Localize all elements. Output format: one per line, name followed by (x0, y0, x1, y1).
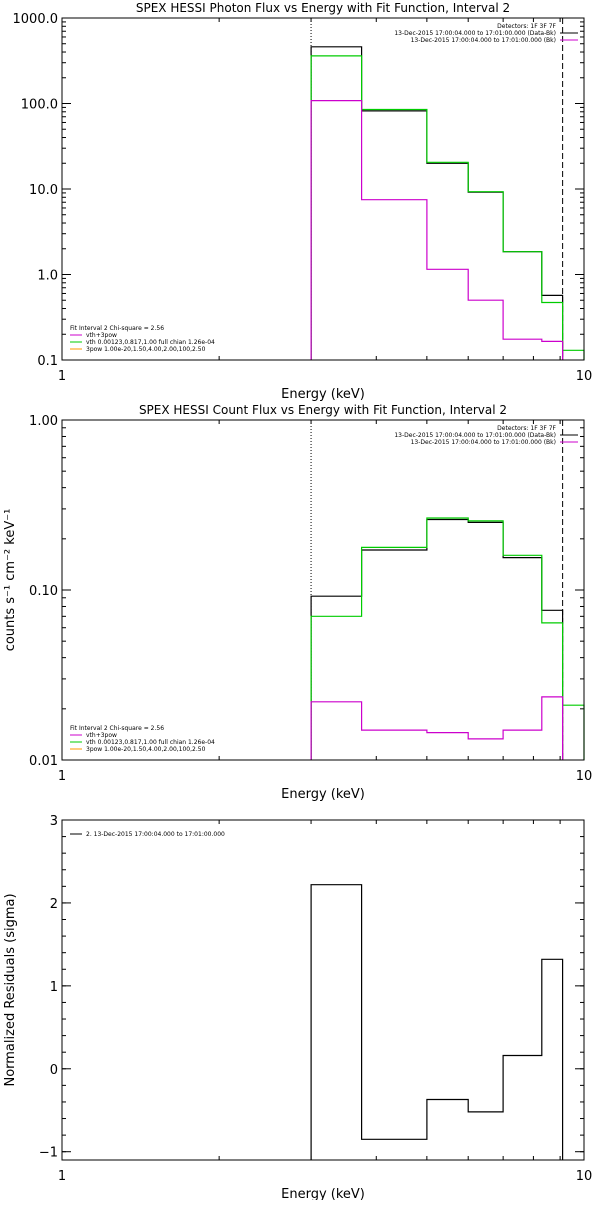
y-tick-label: 1.00 (29, 414, 58, 429)
x-tick-label: 10 (576, 769, 593, 784)
y-tick-label: 100.0 (21, 98, 58, 113)
x-tick-label: 10 (576, 1169, 593, 1184)
y-tick-label: 0.10 (29, 584, 58, 599)
legend-left-entry: vth+3pow (86, 732, 117, 739)
y-tick-label: −1 (39, 1146, 58, 1161)
plot-frame (61, 819, 585, 1161)
y-tick-label: 3 (50, 814, 58, 829)
y-tick-label: 0.01 (29, 754, 58, 769)
series-3-histogram (310, 696, 564, 760)
y-tick-label: 10.0 (29, 183, 58, 198)
x-axis-label: Energy (keV) (281, 387, 365, 402)
legend-left-entry: 3pow 1.00e-20,1.50,4.00,2.00,100,2.50 (86, 746, 206, 753)
chart-title: SPEX HESSI Photon Flux vs Energy with Fi… (136, 1, 510, 15)
y-tick-label: 1000.0 (13, 12, 59, 27)
panel-1: 0.1 1.0 10.0 100.0 1000.0 1 10 SPEX HESSI Photo… (13, 1, 593, 402)
series-3-histogram (310, 99, 564, 360)
chart-title: SPEX HESSI Count Flux vs Energy with Fit… (139, 403, 507, 417)
panel-3: −1 0 1 2 3 1 10 Energy (keV) Normalized Residual… (3, 814, 593, 1202)
plot-frame (61, 419, 585, 761)
legend-right-entry: 13-Dec-2015 17:00:04.000 to 17:01:00.000… (394, 30, 556, 37)
legend-left-entry: 3pow 1.00e-20,1.50,4.00,2.00,100,2.50 (86, 346, 206, 353)
legend-right-entry: 13-Dec-2015 17:00:04.000 to 17:01:00.000… (411, 37, 556, 44)
plot-frame (61, 17, 585, 361)
y-tick-label: 0.1 (37, 354, 58, 369)
legend-left-entry: Fit Interval 2 Chi-square = 2.56 (70, 325, 164, 332)
legend-left-entry: vth+3pow (86, 332, 117, 339)
y-tick-label: 1 (50, 980, 58, 995)
y-tick-label: 2 (50, 897, 58, 912)
y-axis-label: Normalized Residuals (sigma) (3, 893, 18, 1086)
y-tick-label: 0 (50, 1063, 58, 1078)
series-2-histogram (310, 517, 585, 760)
legend-right-entry: 13-Dec-2015 17:00:04.000 to 17:01:00.000… (411, 439, 556, 446)
legend-right-entry: 13-Dec-2015 17:00:04.000 to 17:01:00.000… (394, 432, 556, 439)
legend-left-entry: vth 0.00123,0.817,1.00 full chian 1.26e-… (86, 339, 215, 346)
series-1-histogram (310, 884, 564, 1160)
y-tick-label: 1.0 (37, 269, 58, 284)
x-tick-label: 1 (58, 769, 66, 784)
y-axis-label: counts s⁻¹ cm⁻² keV⁻¹ (3, 509, 18, 652)
legend-left-entry: Fit Interval 2 Chi-square = 2.56 (70, 725, 164, 732)
legend-right-entry: Detectors: 1F 3F 7F (497, 425, 556, 432)
legend-left-entry: 2. 13-Dec-2015 17:00:04.000 to 17:01:00.… (86, 831, 225, 838)
x-tick-label: 1 (58, 369, 66, 384)
x-axis-label: Energy (keV) (281, 1187, 365, 1200)
legend-left-entry: vth 0.00123,0.817,1.00 full chian 1.26e-… (86, 739, 215, 746)
series-2-histogram (310, 55, 585, 360)
x-tick-label: 1 (58, 1169, 66, 1184)
x-tick-label: 10 (576, 369, 593, 384)
legend-right-entry: Detectors: 1F 3F 7F (497, 23, 556, 30)
panel-2: 0.01 0.10 1.00 1 10 SPEX HESSI Count Flux vs … (3, 403, 592, 802)
x-axis-label: Energy (keV) (281, 787, 365, 802)
